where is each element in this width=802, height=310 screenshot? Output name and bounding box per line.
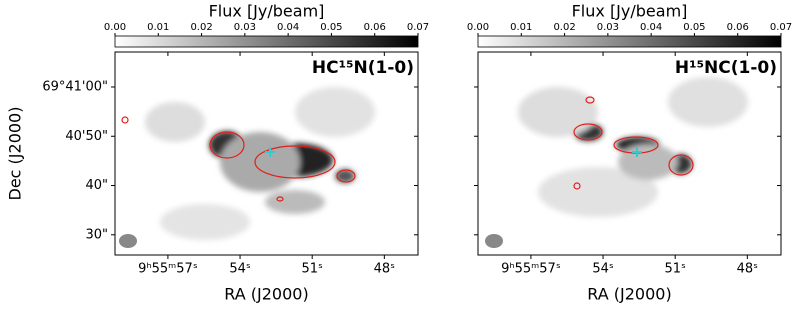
marker xyxy=(265,147,275,157)
map-image xyxy=(518,77,748,217)
marker xyxy=(632,147,642,157)
colorbar-tick-label: 0.02 xyxy=(190,22,212,33)
contours xyxy=(121,116,356,202)
colorbar-tick-label: 0.05 xyxy=(320,22,342,33)
colorbar-tick-label: 0.00 xyxy=(104,22,126,33)
y-tick-label: 30" xyxy=(85,227,108,242)
colorbar-tick-label: 0.02 xyxy=(553,22,575,33)
colorbar-label: Flux [Jy/beam] xyxy=(572,2,688,21)
x-tick-label: 48ˢ xyxy=(374,262,396,277)
beam xyxy=(485,234,503,248)
colorbar-tick-label: 0.00 xyxy=(467,22,489,33)
colorbar xyxy=(114,35,419,48)
colorbar-tick-label: 0.05 xyxy=(683,22,705,33)
colorbar-tick-label: 0.01 xyxy=(147,22,169,33)
colorbar-tick-label: 0.07 xyxy=(407,22,429,33)
x-tick-label: 9ʰ55ᵐ57ˢ xyxy=(138,262,198,277)
x-tick-label: 51ˢ xyxy=(301,262,323,277)
x-tick-label: 54ˢ xyxy=(592,262,614,277)
x-tick-label: 48ˢ xyxy=(737,262,759,277)
beam xyxy=(119,234,137,248)
panel-title: H¹⁵NC(1-0) xyxy=(675,58,777,78)
colorbar-tick-label: 0.01 xyxy=(510,22,532,33)
x-tick-label: 51ˢ xyxy=(664,262,686,277)
axes-frame xyxy=(477,51,782,256)
colorbar-tick-label: 0.06 xyxy=(727,22,749,33)
colorbar-tick-label: 0.07 xyxy=(770,22,792,33)
colorbar-tick-label: 0.03 xyxy=(234,22,256,33)
y-tick-label: 69°41'00" xyxy=(42,79,108,94)
x-tick-label: 9ʰ55ᵐ57ˢ xyxy=(501,262,561,277)
panel-title: HC¹⁵N(1-0) xyxy=(312,58,414,78)
colorbar xyxy=(477,35,782,48)
colorbar-tick-label: 0.03 xyxy=(597,22,619,33)
colorbar-tick-label: 0.04 xyxy=(640,22,662,33)
colorbar-label: Flux [Jy/beam] xyxy=(209,2,325,21)
x-tick-label: 54ˢ xyxy=(229,262,251,277)
x-axis-label: RA (J2000) xyxy=(587,285,671,304)
x-axis-label: RA (J2000) xyxy=(224,285,308,304)
y-tick-label: 40'50" xyxy=(65,129,108,144)
colorbar-tick-label: 0.06 xyxy=(364,22,386,33)
y-tick-label: 40" xyxy=(85,178,108,193)
map-image xyxy=(145,87,375,240)
y-axis-label: Dec (J2000) xyxy=(6,107,25,201)
axes-frame xyxy=(114,51,419,256)
colorbar-tick-label: 0.04 xyxy=(277,22,299,33)
